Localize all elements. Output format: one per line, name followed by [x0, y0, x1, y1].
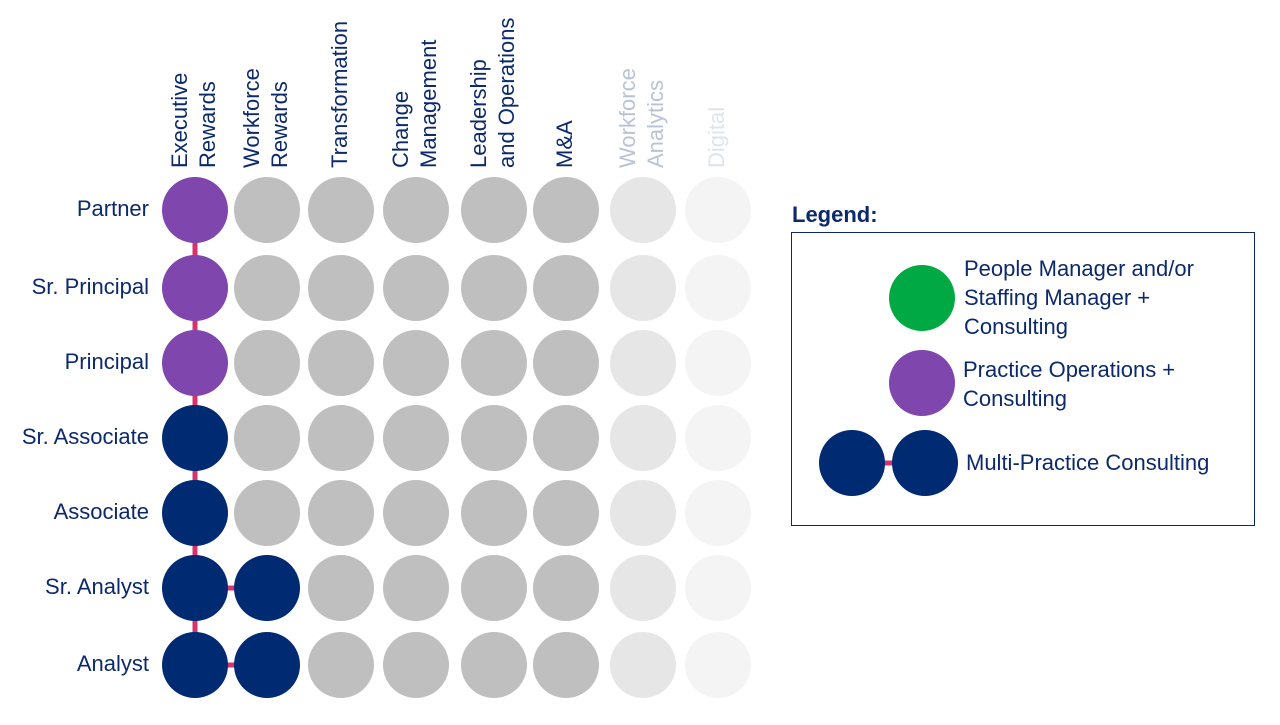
practice-circle	[685, 255, 751, 321]
legend-swatch	[889, 350, 955, 416]
row-label: Sr. Principal	[32, 274, 149, 299]
practice-circle	[234, 480, 300, 546]
practice-circle	[308, 405, 374, 471]
row-label: Sr. Analyst	[45, 574, 149, 599]
row-label: Associate	[54, 499, 149, 524]
column-label: Digital	[704, 107, 729, 168]
legend-swatch	[889, 265, 955, 331]
row-label: Partner	[77, 196, 149, 221]
practice-circle	[162, 177, 228, 243]
practice-circle	[533, 177, 599, 243]
practice-circle	[308, 255, 374, 321]
practice-circle	[162, 255, 228, 321]
column-label: Workforce	[615, 68, 640, 168]
practice-circle	[461, 480, 527, 546]
practice-circle	[234, 330, 300, 396]
column-label: Workforce	[239, 68, 264, 168]
practice-circle	[383, 555, 449, 621]
practice-circle	[383, 255, 449, 321]
practice-circle	[685, 555, 751, 621]
practice-circle	[610, 177, 676, 243]
practice-circle	[308, 177, 374, 243]
column-label: M&A	[552, 120, 577, 168]
column-label: Rewards	[195, 81, 220, 168]
legend-label: People Manager and/or	[964, 256, 1194, 281]
column-label: Management	[416, 40, 441, 168]
practice-circle	[685, 330, 751, 396]
practice-circle	[461, 177, 527, 243]
practice-circle	[234, 632, 300, 698]
practice-circle	[162, 330, 228, 396]
practice-circle	[383, 632, 449, 698]
practice-circle	[383, 177, 449, 243]
practice-circle	[461, 255, 527, 321]
legend-swatch	[819, 430, 885, 496]
practice-circle	[383, 330, 449, 396]
practice-circle	[308, 555, 374, 621]
practice-circle	[383, 480, 449, 546]
practice-circle	[610, 330, 676, 396]
practice-circle	[533, 555, 599, 621]
legend-label: Consulting	[964, 314, 1068, 339]
practice-circle	[533, 255, 599, 321]
practice-circle	[308, 330, 374, 396]
practice-circle	[234, 255, 300, 321]
practice-circle	[461, 555, 527, 621]
practice-circle	[610, 632, 676, 698]
practice-circle	[685, 405, 751, 471]
legend-label: Staffing Manager +	[964, 285, 1150, 310]
column-label: Analytics	[643, 80, 668, 168]
practice-circle	[610, 555, 676, 621]
practice-circle	[610, 255, 676, 321]
column-label: Transformation	[327, 21, 352, 168]
practice-circle	[308, 632, 374, 698]
practice-circle	[234, 555, 300, 621]
practice-circle	[685, 480, 751, 546]
column-label: Change	[388, 91, 413, 168]
practice-circle	[610, 480, 676, 546]
practice-circle	[162, 555, 228, 621]
legend-swatch	[892, 430, 958, 496]
practice-circle	[383, 405, 449, 471]
legend-title: Legend:	[792, 202, 878, 227]
practice-circle	[162, 480, 228, 546]
practice-circle	[610, 405, 676, 471]
column-label: Rewards	[267, 81, 292, 168]
practice-circle	[533, 405, 599, 471]
legend-label: Multi-Practice Consulting	[966, 450, 1209, 475]
practice-circle	[162, 405, 228, 471]
practice-circle	[461, 330, 527, 396]
row-label: Sr. Associate	[22, 424, 149, 449]
column-label: Executive	[167, 73, 192, 168]
legend-label: Consulting	[963, 386, 1067, 411]
legend-box	[791, 232, 1255, 526]
practice-circle	[685, 632, 751, 698]
row-label: Principal	[65, 349, 149, 374]
row-label: Analyst	[77, 651, 149, 676]
practice-circle	[533, 480, 599, 546]
practice-circle	[461, 405, 527, 471]
legend-label: Practice Operations +	[963, 357, 1175, 382]
column-label: Leadership	[466, 59, 491, 168]
practice-circle	[308, 480, 374, 546]
practice-circle	[461, 632, 527, 698]
practice-circle	[234, 405, 300, 471]
column-label: and Operations	[494, 18, 519, 168]
practice-circle	[162, 632, 228, 698]
practice-circle	[685, 177, 751, 243]
practice-circle	[533, 330, 599, 396]
practice-circle	[234, 177, 300, 243]
practice-circle	[533, 632, 599, 698]
